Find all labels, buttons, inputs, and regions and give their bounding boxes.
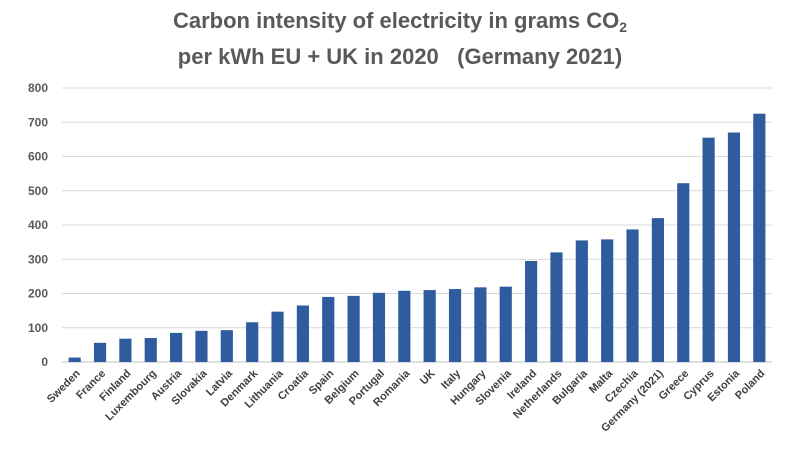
- y-tick-label: 600: [28, 150, 48, 164]
- bar-poland: [753, 113, 766, 362]
- bar-netherlands: [550, 252, 563, 362]
- bar-bulgaria: [575, 240, 588, 362]
- x-axis: SwedenFranceFinlandLuxembourgAustriaSlov…: [45, 367, 768, 434]
- y-tick-label: 500: [28, 184, 48, 198]
- bar-germany-2021: [651, 218, 664, 362]
- y-tick-label: 700: [28, 115, 48, 129]
- gridlines: [62, 87, 772, 363]
- bar-romania: [398, 290, 411, 362]
- y-tick-label: 300: [28, 252, 48, 266]
- bar-belgium: [347, 295, 360, 362]
- bar-sweden: [68, 357, 81, 362]
- chart-title-subscript: 2: [619, 19, 627, 35]
- bar-luxembourg: [144, 338, 157, 362]
- bar-slovakia: [195, 330, 208, 362]
- x-tick-label: UK: [418, 368, 438, 388]
- chart-title-line-2: per kWh EU + UK in 2020 (Germany 2021): [177, 44, 623, 69]
- bar-estonia: [727, 132, 741, 362]
- bar-hungary: [474, 287, 487, 362]
- bar-greece: [677, 183, 690, 362]
- bar-france: [93, 342, 107, 362]
- y-tick-label: 100: [28, 321, 48, 335]
- y-tick-label: 800: [28, 81, 48, 95]
- bar-portugal: [372, 292, 386, 362]
- bar-croatia: [296, 305, 309, 362]
- y-tick-label: 0: [41, 355, 48, 369]
- x-tick-label: Sweden: [45, 367, 83, 405]
- bar-cyprus: [702, 137, 715, 362]
- bar-italy: [448, 289, 462, 362]
- y-tick-label: 400: [28, 218, 48, 232]
- bar-spain: [322, 296, 335, 362]
- bar-ireland: [525, 260, 538, 362]
- bar-czechia: [626, 229, 639, 362]
- bars: [68, 113, 766, 362]
- bar-uk: [423, 290, 436, 362]
- y-tick-label: 200: [28, 287, 48, 301]
- bar-austria: [170, 332, 183, 362]
- chart-title-line-1: Carbon intensity of electricity in grams…: [0, 6, 800, 42]
- bar-denmark: [246, 322, 259, 362]
- chart-title: Carbon intensity of electricity in grams…: [0, 6, 800, 72]
- bar-lithuania: [271, 311, 284, 362]
- chart-title-main: Carbon intensity of electricity in grams…: [172, 8, 620, 33]
- y-axis: 0 100 200 300 400 500 600 700 800: [28, 81, 48, 369]
- bar-slovenia: [499, 286, 512, 362]
- bar-finland: [119, 338, 132, 362]
- bar-malta: [601, 239, 614, 362]
- bar-latvia: [220, 330, 233, 362]
